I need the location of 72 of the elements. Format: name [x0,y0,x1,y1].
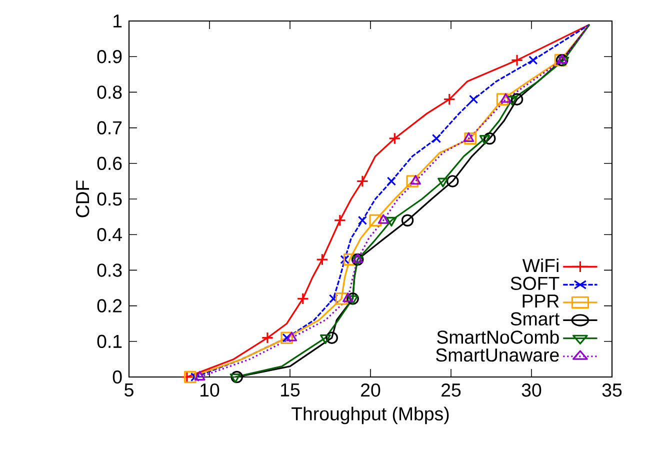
point [468,94,478,104]
point [386,176,396,186]
point [334,214,346,226]
legend-label: WiFi [522,258,558,272]
point [356,175,369,188]
y-tick-label: 0.1 [97,334,122,348]
point [286,332,298,342]
y-tick-label: 0.4 [97,228,122,242]
point [343,253,356,266]
point [316,253,328,266]
x-tick-label: 15 [281,383,300,397]
point [190,372,200,382]
point [438,178,448,188]
point [378,214,389,224]
point [388,132,401,145]
point [369,214,382,226]
point [261,332,274,344]
y-tick-label: 0.3 [97,264,122,277]
x-tick-label: 25 [442,383,461,397]
legend-label: PPR [522,294,559,308]
point [346,292,359,305]
point [510,54,524,66]
point [320,334,331,344]
point [326,332,338,344]
point [432,134,442,144]
point [558,56,570,66]
point [352,253,364,263]
legend-label: SmartUnaware [436,348,559,362]
point [406,175,418,188]
y-tick-label: 0.9 [97,50,122,64]
point [410,175,421,185]
x-tick-label: 35 [602,383,622,397]
point [464,132,476,145]
y-tick-label: 0.2 [97,299,122,312]
point [230,370,244,384]
point [184,370,196,384]
point [528,56,538,65]
x-tick-label: 20 [361,383,380,397]
y-tick-label: 0 [112,370,122,384]
x-tick-label: 5 [124,383,134,397]
point [358,216,368,225]
point [443,93,456,106]
y-tick-label: 0.7 [97,121,122,134]
point [496,93,509,106]
point [556,54,568,64]
y-axis-title: CDF [76,180,90,218]
x-tick-label: 10 [200,383,220,397]
point [194,370,206,380]
legend-label: Smart [510,312,560,326]
y-tick-label: 0.6 [97,156,122,170]
point [340,254,350,264]
y-tick-label: 0.8 [97,86,122,99]
x-tick-label: 30 [522,383,542,397]
point [351,253,364,266]
legend-label: SOFT [510,276,560,290]
y-tick-label: 0.5 [97,192,122,206]
point [335,292,348,305]
point [463,132,474,142]
point [386,216,397,226]
point [296,292,310,305]
y-tick-label: 1 [114,14,122,28]
point [328,294,338,304]
x-axis-title: Throughput (Mbps) [292,406,449,424]
point [401,214,414,226]
point [510,93,524,106]
legend-label: SmartNoComb [437,330,559,344]
point [500,93,512,103]
point [342,292,354,302]
point [446,175,459,188]
point [484,132,496,145]
point [347,295,358,305]
point [506,96,518,106]
